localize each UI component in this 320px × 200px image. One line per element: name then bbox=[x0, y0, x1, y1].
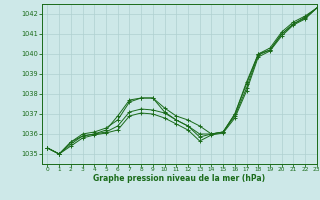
X-axis label: Graphe pression niveau de la mer (hPa): Graphe pression niveau de la mer (hPa) bbox=[93, 174, 265, 183]
